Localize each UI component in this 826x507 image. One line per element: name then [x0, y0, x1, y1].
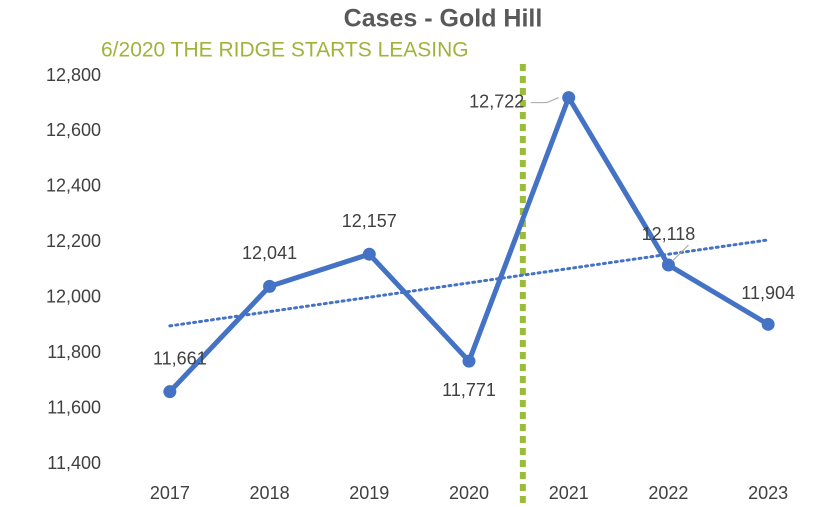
data-label: 12,118 — [642, 224, 696, 244]
y-tick-label: 12,200 — [46, 231, 101, 251]
x-tick-label: 2021 — [549, 483, 589, 503]
x-tick-label: 2023 — [748, 483, 788, 503]
x-tick-label: 2020 — [449, 483, 489, 503]
x-tick-label: 2019 — [349, 483, 389, 503]
y-tick-label: 11,400 — [47, 453, 101, 473]
y-tick-label: 12,600 — [46, 120, 101, 140]
data-point — [661, 258, 675, 272]
data-point — [362, 247, 376, 261]
x-tick-label: 2022 — [648, 483, 688, 503]
x-tick-label: 2018 — [250, 483, 290, 503]
annotation: 6/2020 THE RIDGE STARTS LEASING — [101, 39, 469, 62]
chart-title: Cases - Gold Hill — [344, 5, 543, 33]
y-tick-label: 11,800 — [47, 342, 101, 362]
data-label: 12,157 — [342, 211, 397, 231]
data-point — [761, 317, 775, 331]
trendline — [168, 238, 770, 328]
data-label: 12,041 — [242, 243, 297, 263]
data-label: 11,661 — [153, 348, 207, 368]
data-point — [462, 354, 476, 368]
y-tick-label: 12,000 — [46, 286, 101, 306]
y-tick-label: 12,400 — [46, 176, 101, 196]
y-tick-label: 12,800 — [46, 65, 101, 85]
y-tick-label: 11,600 — [47, 397, 101, 417]
leader-line — [672, 244, 689, 262]
leader-line — [530, 97, 559, 104]
data-label: 12,722 — [469, 91, 524, 111]
data-point — [163, 385, 177, 399]
data-label: 11,771 — [442, 380, 496, 400]
data-point — [263, 279, 277, 293]
data-point — [562, 91, 576, 105]
data-label: 11,904 — [741, 283, 795, 303]
x-tick-label: 2017 — [150, 483, 190, 503]
